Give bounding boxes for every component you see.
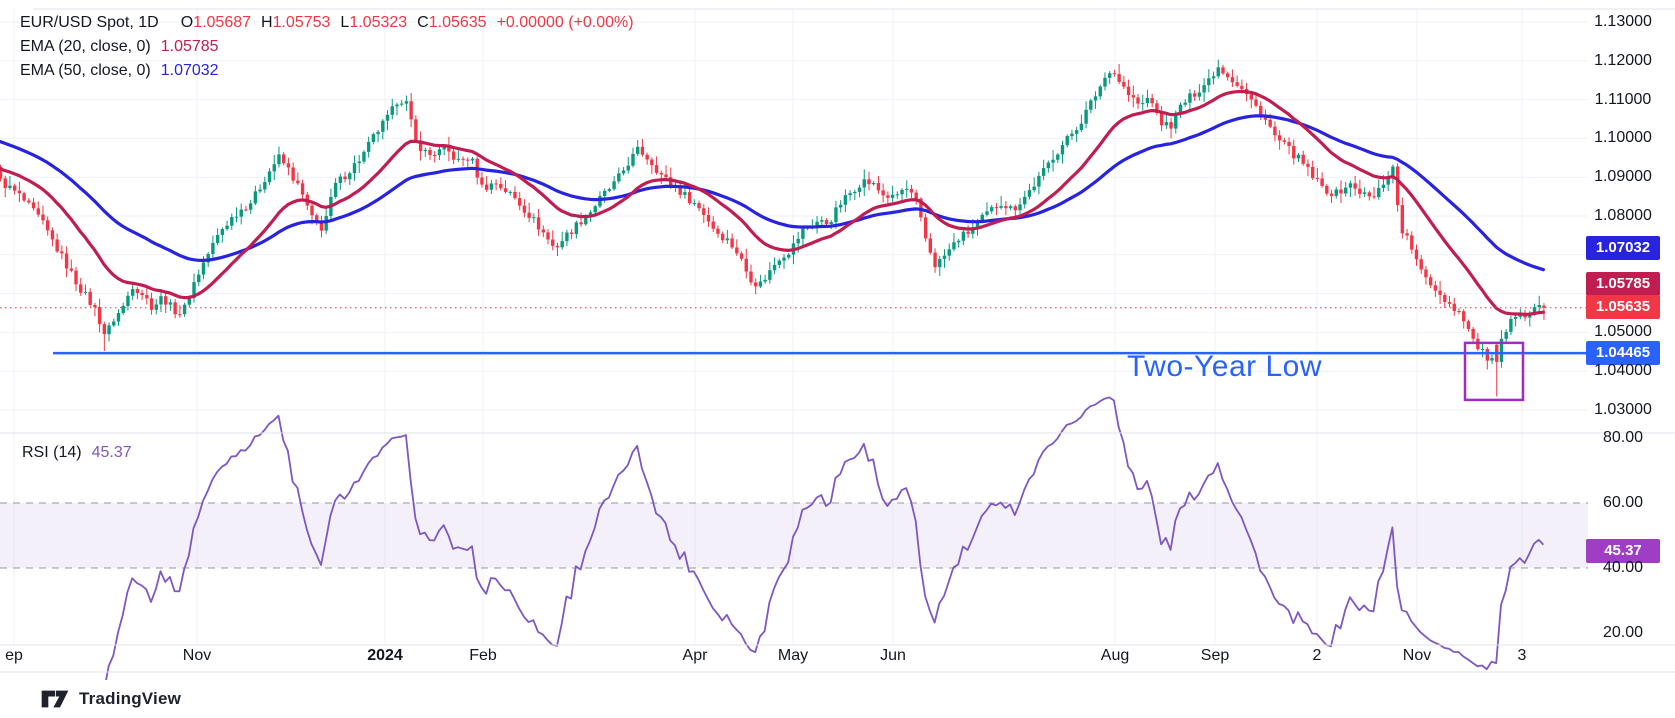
change-value: +0.00000 (+0.00%): [496, 14, 634, 31]
close-key: C: [417, 14, 429, 31]
time-tick-label: Aug: [1100, 647, 1130, 664]
time-tick-label: Feb: [469, 647, 497, 664]
high-key: H: [261, 14, 273, 31]
time-tick-label: Apr: [682, 647, 708, 664]
rsi-legend-row[interactable]: RSI (14) 45.37: [22, 444, 132, 462]
symbol-title: EUR/USD Spot, 1D: [20, 14, 159, 31]
chart-canvas[interactable]: [0, 0, 1675, 680]
time-tick-label: Sep: [1200, 647, 1230, 664]
price-tick-label: 1.04000: [1594, 362, 1652, 380]
time-tick-label: 2024: [367, 647, 403, 664]
time-tick-label: May: [777, 647, 809, 664]
ema20-value: 1.05785: [160, 38, 219, 55]
tradingview-brand-text: TradingView: [79, 689, 182, 708]
ema50-label: EMA (50, close, 0): [20, 62, 151, 79]
rsi-value: 45.37: [91, 444, 132, 461]
price-tick-label: 1.11000: [1594, 90, 1652, 108]
high-value: 1.05753: [272, 14, 331, 31]
tradingview-logo-icon: [41, 690, 69, 708]
ema50-value: 1.07032: [160, 62, 219, 79]
close-value: 1.05635: [428, 14, 487, 31]
open-value: 1.05687: [193, 14, 252, 31]
rsi-tick-label: 80.00: [1602, 429, 1644, 446]
ema50-legend-row[interactable]: EMA (50, close, 0) 1.07032: [20, 59, 634, 83]
price-tick-label: 1.09000: [1594, 168, 1652, 186]
rsi-label: RSI (14): [22, 444, 82, 461]
price-tick-label: 1.05000: [1594, 323, 1652, 341]
open-key: O: [180, 14, 194, 31]
low-key: L: [340, 14, 350, 31]
price-tick-label: 1.08000: [1594, 207, 1652, 224]
price-tick-label: 1.10000: [1594, 129, 1652, 147]
rsi-axis-badge: 45.37: [1586, 538, 1660, 563]
price-tick-label: 1.13000: [1594, 13, 1652, 30]
time-tick-label: Jun: [880, 647, 906, 664]
tradingview-footer[interactable]: TradingView: [40, 686, 181, 712]
time-tick-label: 2: [1312, 647, 1322, 664]
time-tick-label: Nov: [1402, 647, 1432, 664]
time-tick-label: 3: [1517, 647, 1527, 664]
two-year-low-annotation[interactable]: Two-Year Low: [1127, 350, 1322, 383]
ema20-label: EMA (20, close, 0): [20, 38, 151, 55]
rsi-tick-label: 40.00: [1602, 559, 1644, 576]
support-line-axis-badge: 1.04465: [1586, 341, 1660, 366]
time-tick-label: Nov: [182, 647, 212, 664]
price-tick-label: 1.03000: [1594, 401, 1652, 418]
price-tick-label: 1.12000: [1594, 51, 1652, 69]
low-value: 1.05323: [349, 14, 408, 31]
rsi-tick-label: 20.00: [1602, 624, 1644, 641]
symbol-legend-row[interactable]: EUR/USD Spot, 1D O1.05687 H1.05753 L1.05323…: [20, 11, 634, 35]
ema50-axis-badge: 1.07032: [1586, 236, 1660, 260]
time-tick-label: ep: [5, 647, 23, 664]
chart-legend[interactable]: EUR/USD Spot, 1D O1.05687 H1.05753 L1.05323…: [20, 11, 634, 83]
last-price-axis-badge: 1.05635: [1586, 295, 1660, 319]
ema20-axis-badge: 1.05785: [1586, 272, 1660, 296]
rsi-tick-label: 60.00: [1602, 494, 1644, 511]
ema20-legend-row[interactable]: EMA (20, close, 0) 1.05785: [20, 35, 634, 59]
